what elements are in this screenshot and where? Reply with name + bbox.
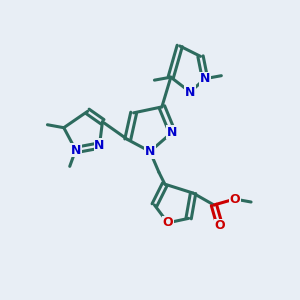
Text: O: O: [230, 193, 240, 206]
Text: N: N: [145, 145, 155, 158]
Text: N: N: [167, 126, 178, 139]
Text: O: O: [163, 216, 173, 229]
Text: N: N: [185, 85, 195, 98]
Text: N: N: [200, 72, 210, 85]
Text: O: O: [214, 219, 225, 232]
Text: N: N: [94, 139, 105, 152]
Text: N: N: [70, 143, 81, 157]
